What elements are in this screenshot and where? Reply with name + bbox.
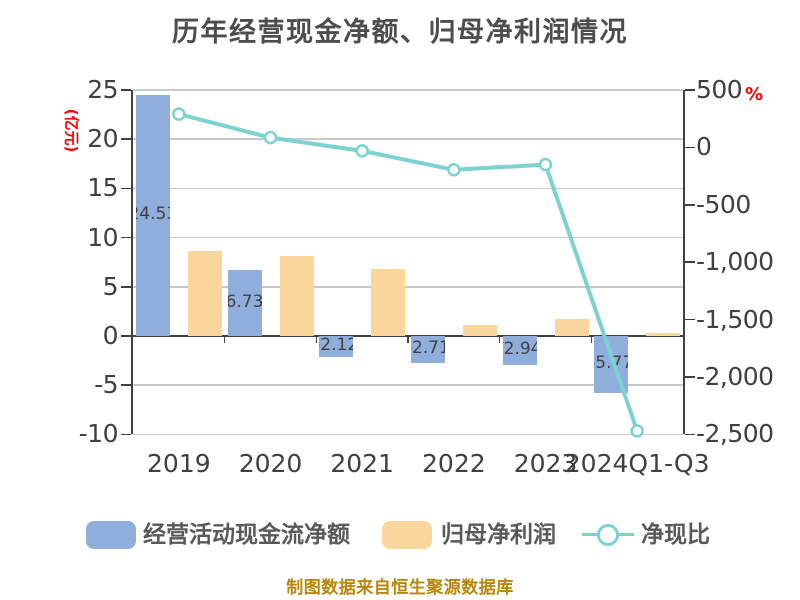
- right-axis-tick: [685, 261, 695, 263]
- left-axis-tick: [121, 236, 131, 239]
- x-axis-label-2019: 2019: [147, 449, 211, 478]
- left-axis-tick-label: -5: [94, 370, 118, 400]
- right-axis-tick: [685, 204, 695, 206]
- x-axis-label-2023: 2023: [513, 449, 578, 478]
- left-axis-tick-label: 0: [102, 321, 119, 350]
- right-axis-unit-label: %: [745, 84, 764, 105]
- bar-profit-2023: [554, 319, 589, 336]
- right-axis-tick-label: 0: [696, 132, 712, 162]
- right-axis-tick-label: -1,000: [696, 247, 774, 277]
- footer-source-note: 制图数据来自恒生聚源数据库: [286, 578, 514, 598]
- category-tick: [407, 336, 409, 343]
- legend-swatch-cashflow: [86, 521, 136, 549]
- left-axis-tick-label: 20: [87, 124, 118, 154]
- bar-data-label: -5.77: [594, 353, 629, 374]
- left-axis-tick: [121, 384, 131, 386]
- bar-cashflow-2023: -2.94: [502, 336, 537, 365]
- category-tick: [590, 336, 593, 343]
- bar-profit-2021: [371, 269, 406, 336]
- x-axis-label-2024Q1-Q3: 2024Q1-Q3: [564, 449, 710, 478]
- left-axis-tick-label: -10: [78, 419, 119, 449]
- bar-profit-2022: [462, 325, 497, 336]
- right-axis-tick: [685, 89, 695, 91]
- right-axis-tick-label: -2,000: [696, 362, 774, 391]
- bar-cashflow-2020: 6.73: [227, 269, 262, 336]
- gridline: [133, 89, 683, 91]
- bar-data-label: -2.94: [503, 339, 537, 360]
- left-axis-tick: [121, 335, 131, 337]
- legend-label-profit: 归母净利润: [441, 522, 556, 548]
- legend-label-ratio: 净现比: [641, 522, 710, 548]
- left-axis-tick-label: 15: [87, 173, 118, 203]
- right-axis-tick-label: -2,500: [696, 419, 774, 449]
- legend-swatch-profit: [382, 521, 432, 549]
- legend-line-marker-icon: [597, 524, 619, 546]
- left-axis-tick: [121, 89, 131, 91]
- left-axis-tick: [121, 187, 131, 190]
- left-axis-tick: [121, 138, 131, 140]
- bar-profit-2024Q1-Q3: [646, 333, 681, 336]
- category-tick: [223, 336, 226, 343]
- x-axis-label-2021: 2021: [330, 449, 394, 478]
- bar-cashflow-2019: 24.53: [135, 94, 170, 336]
- right-axis-tick-label: -500: [696, 189, 751, 219]
- right-axis-tick-label: -1,500: [696, 304, 774, 334]
- left-axis-tick-label: 5: [102, 271, 119, 301]
- category-tick: [498, 336, 501, 343]
- left-axis-tick: [121, 286, 131, 288]
- right-axis-tick: [685, 376, 695, 378]
- right-axis-tick: [685, 146, 695, 149]
- x-axis-label-2020: 2020: [238, 449, 303, 478]
- right-axis-tick-label: 500: [696, 75, 743, 104]
- bar-profit-2019: [187, 251, 222, 336]
- chart-title: 历年经营现金净额、归母净利润情况: [172, 17, 628, 48]
- left-axis-tick: [121, 433, 131, 436]
- left-axis-tick-label: 25: [87, 75, 118, 104]
- category-tick: [315, 336, 318, 343]
- right-axis-tick: [685, 433, 695, 436]
- bar-cashflow-2022: -2.71: [410, 336, 445, 363]
- bar-data-label: 6.73: [227, 291, 262, 312]
- left-axis-spine: [131, 90, 133, 435]
- bar-cashflow-2021: -2.12: [319, 336, 354, 357]
- gridline: [133, 433, 683, 436]
- right-axis-spine: [683, 90, 685, 435]
- right-axis-tick: [685, 318, 695, 321]
- legend-label-cashflow: 经营活动现金流净额: [143, 522, 350, 548]
- left-axis-tick-label: 10: [87, 222, 118, 252]
- bar-data-label: 24.53: [136, 204, 170, 225]
- bar-cashflow-2024Q1-Q3: -5.77: [594, 336, 629, 393]
- x-axis-label-2022: 2022: [422, 449, 486, 478]
- gridline: [133, 138, 683, 140]
- gridline: [133, 236, 683, 239]
- bar-data-label: -2.12: [319, 336, 354, 356]
- bar-profit-2020: [279, 256, 314, 336]
- gridline: [133, 187, 683, 190]
- bar-data-label: -2.71: [411, 338, 445, 359]
